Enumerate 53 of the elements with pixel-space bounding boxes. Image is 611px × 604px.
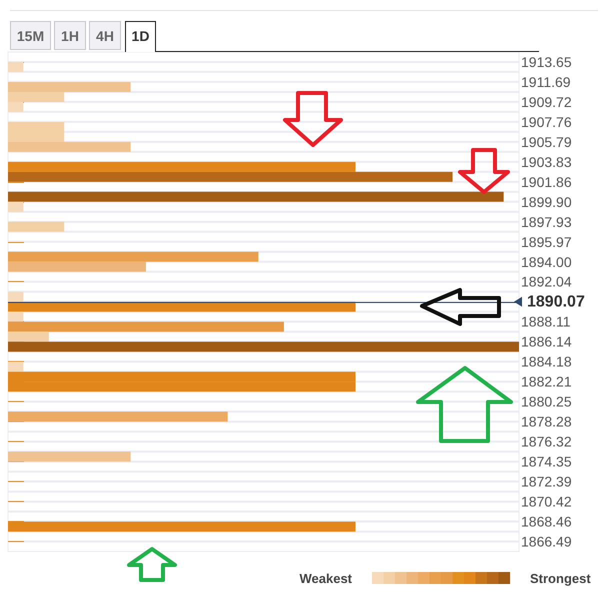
bar [8, 262, 146, 272]
bar [8, 332, 49, 342]
y-tick-label: 1905.79 [521, 134, 572, 150]
bar [8, 312, 24, 322]
y-tick-label: 1880.25 [521, 394, 572, 410]
text: Strongest [530, 571, 591, 586]
y-tick-label: 1909.72 [521, 94, 572, 110]
y-tick-label: 1907.76 [521, 114, 572, 130]
y-tick-label: 1901.86 [521, 174, 572, 190]
y-tick-label: 1894.00 [521, 254, 572, 270]
y-tick-label: 1876.32 [521, 434, 572, 450]
bar [8, 172, 453, 182]
y-tick-label: 1892.04 [521, 274, 572, 290]
bar [8, 322, 284, 332]
y-tick-label: 1911.69 [521, 74, 571, 90]
bar [8, 202, 24, 212]
text: 1D [125, 21, 156, 52]
y-tick-label: 1878.28 [521, 414, 572, 430]
y-tick-label: 1882.21 [521, 374, 572, 390]
y-tick-label: 1866.49 [521, 534, 572, 550]
text: 4H [89, 21, 121, 50]
bar [8, 222, 64, 232]
bar [8, 342, 519, 352]
bar [8, 62, 24, 72]
bar [8, 522, 356, 532]
bar [8, 362, 24, 372]
text: 1H [54, 21, 86, 50]
y-tick-label: 1872.39 [521, 474, 572, 490]
y-tick-label: 1886.14 [521, 334, 572, 350]
y-tick-label: 1913.65 [521, 54, 572, 70]
y-tick-label: 1897.93 [521, 214, 572, 230]
bar [8, 452, 131, 462]
y-tick-label: 1895.97 [521, 234, 572, 250]
y-tick-label: 1888.11 [521, 314, 571, 330]
y-tick-label: 1874.35 [521, 454, 572, 470]
ref-line-label: 1890.07 [527, 293, 585, 310]
bar [8, 412, 228, 422]
text: 15M [10, 21, 51, 50]
y-tick-label: 1884.18 [521, 354, 572, 370]
bar [8, 162, 356, 172]
text: Weakest [299, 571, 352, 586]
bar [8, 102, 24, 112]
y-tick-label: 1903.83 [521, 154, 572, 170]
bar [8, 292, 24, 302]
y-tick-label: 1870.42 [521, 494, 572, 510]
bar [8, 302, 356, 312]
bar [8, 252, 258, 262]
bar [8, 92, 64, 102]
y-tick-label: 1868.46 [521, 514, 572, 530]
bar [8, 142, 131, 152]
bar [8, 192, 504, 202]
bar [8, 82, 131, 92]
y-tick-label: 1899.90 [521, 194, 572, 210]
